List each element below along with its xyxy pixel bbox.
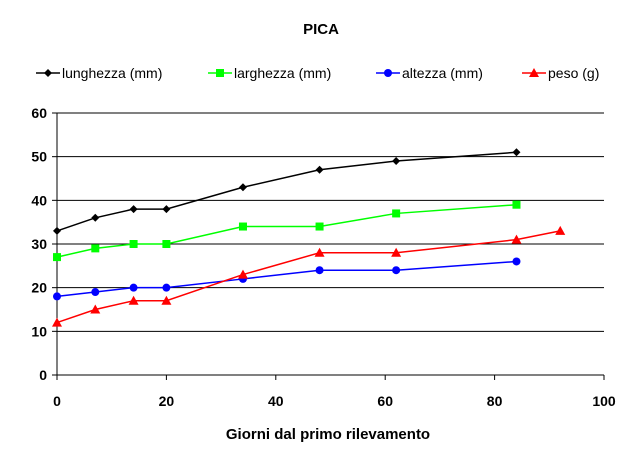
data-point xyxy=(238,222,247,231)
data-point xyxy=(129,283,138,292)
series-line xyxy=(56,260,517,298)
x-tick-label: 40 xyxy=(268,393,284,409)
data-point xyxy=(555,225,566,235)
data-point xyxy=(91,244,100,253)
y-tick-label: 40 xyxy=(31,192,47,208)
data-point xyxy=(237,269,248,279)
data-point xyxy=(162,205,171,214)
data-point xyxy=(315,266,324,275)
data-point xyxy=(392,209,401,218)
series-0 xyxy=(53,148,521,235)
x-tick-label: 60 xyxy=(377,393,393,409)
data-point xyxy=(315,165,324,174)
x-tick-label: 0 xyxy=(53,393,61,409)
legend-label: lunghezza (mm) xyxy=(62,65,162,81)
x-axis-label: Giorni dal primo rilevamento xyxy=(226,426,430,443)
legend-label: altezza (mm) xyxy=(402,65,483,81)
data-point xyxy=(162,240,171,248)
series-line xyxy=(56,203,517,258)
data-point xyxy=(128,295,139,305)
series-line xyxy=(56,151,517,232)
data-point xyxy=(512,200,521,209)
data-point xyxy=(512,257,521,266)
legend-label: peso (g) xyxy=(548,65,599,81)
y-tick-label: 10 xyxy=(31,323,47,339)
series-1 xyxy=(53,200,521,262)
legend: lunghezza (mm) larghezza (mm) altezza (mm)… xyxy=(36,65,599,81)
y-tick-label: 60 xyxy=(31,105,47,121)
legend-marker xyxy=(384,69,392,77)
y-tick-label: 30 xyxy=(31,236,47,252)
y-tick-label: 20 xyxy=(31,280,47,296)
data-point xyxy=(129,205,138,214)
x-tick-label: 20 xyxy=(159,393,175,409)
data-point xyxy=(90,304,101,314)
data-point xyxy=(162,283,171,292)
x-tick-label: 100 xyxy=(592,393,616,409)
data-point xyxy=(53,292,61,301)
series-group xyxy=(52,148,566,327)
data-point xyxy=(91,213,100,222)
legend-item: peso (g) xyxy=(522,65,599,81)
x-tick-label: 80 xyxy=(487,393,503,409)
axes: 0 10 20 30 40 50 60 0 20 40 60 80 100 xyxy=(31,105,615,409)
legend-item: lunghezza (mm) xyxy=(36,65,162,81)
data-point xyxy=(129,240,138,248)
chart-title: PICA xyxy=(303,21,339,38)
legend-marker xyxy=(216,69,224,77)
y-tick-label: 0 xyxy=(39,367,47,383)
data-point xyxy=(511,234,522,244)
series-2 xyxy=(53,257,521,301)
legend-marker xyxy=(529,68,539,77)
legend-item: altezza (mm) xyxy=(376,65,483,81)
data-point xyxy=(91,288,100,297)
data-point xyxy=(53,226,61,235)
series-3 xyxy=(52,225,566,327)
legend-marker xyxy=(44,69,52,77)
data-point xyxy=(52,317,62,327)
y-tick-label: 50 xyxy=(31,149,47,165)
data-point xyxy=(512,148,521,157)
data-point xyxy=(392,266,401,275)
data-point xyxy=(161,295,172,305)
legend-label: larghezza (mm) xyxy=(234,65,331,81)
data-point xyxy=(392,157,401,166)
data-point xyxy=(238,183,247,192)
data-point xyxy=(53,253,61,262)
legend-item: larghezza (mm) xyxy=(208,65,331,81)
data-point xyxy=(315,222,324,231)
data-point xyxy=(314,247,325,257)
data-point xyxy=(391,247,402,257)
